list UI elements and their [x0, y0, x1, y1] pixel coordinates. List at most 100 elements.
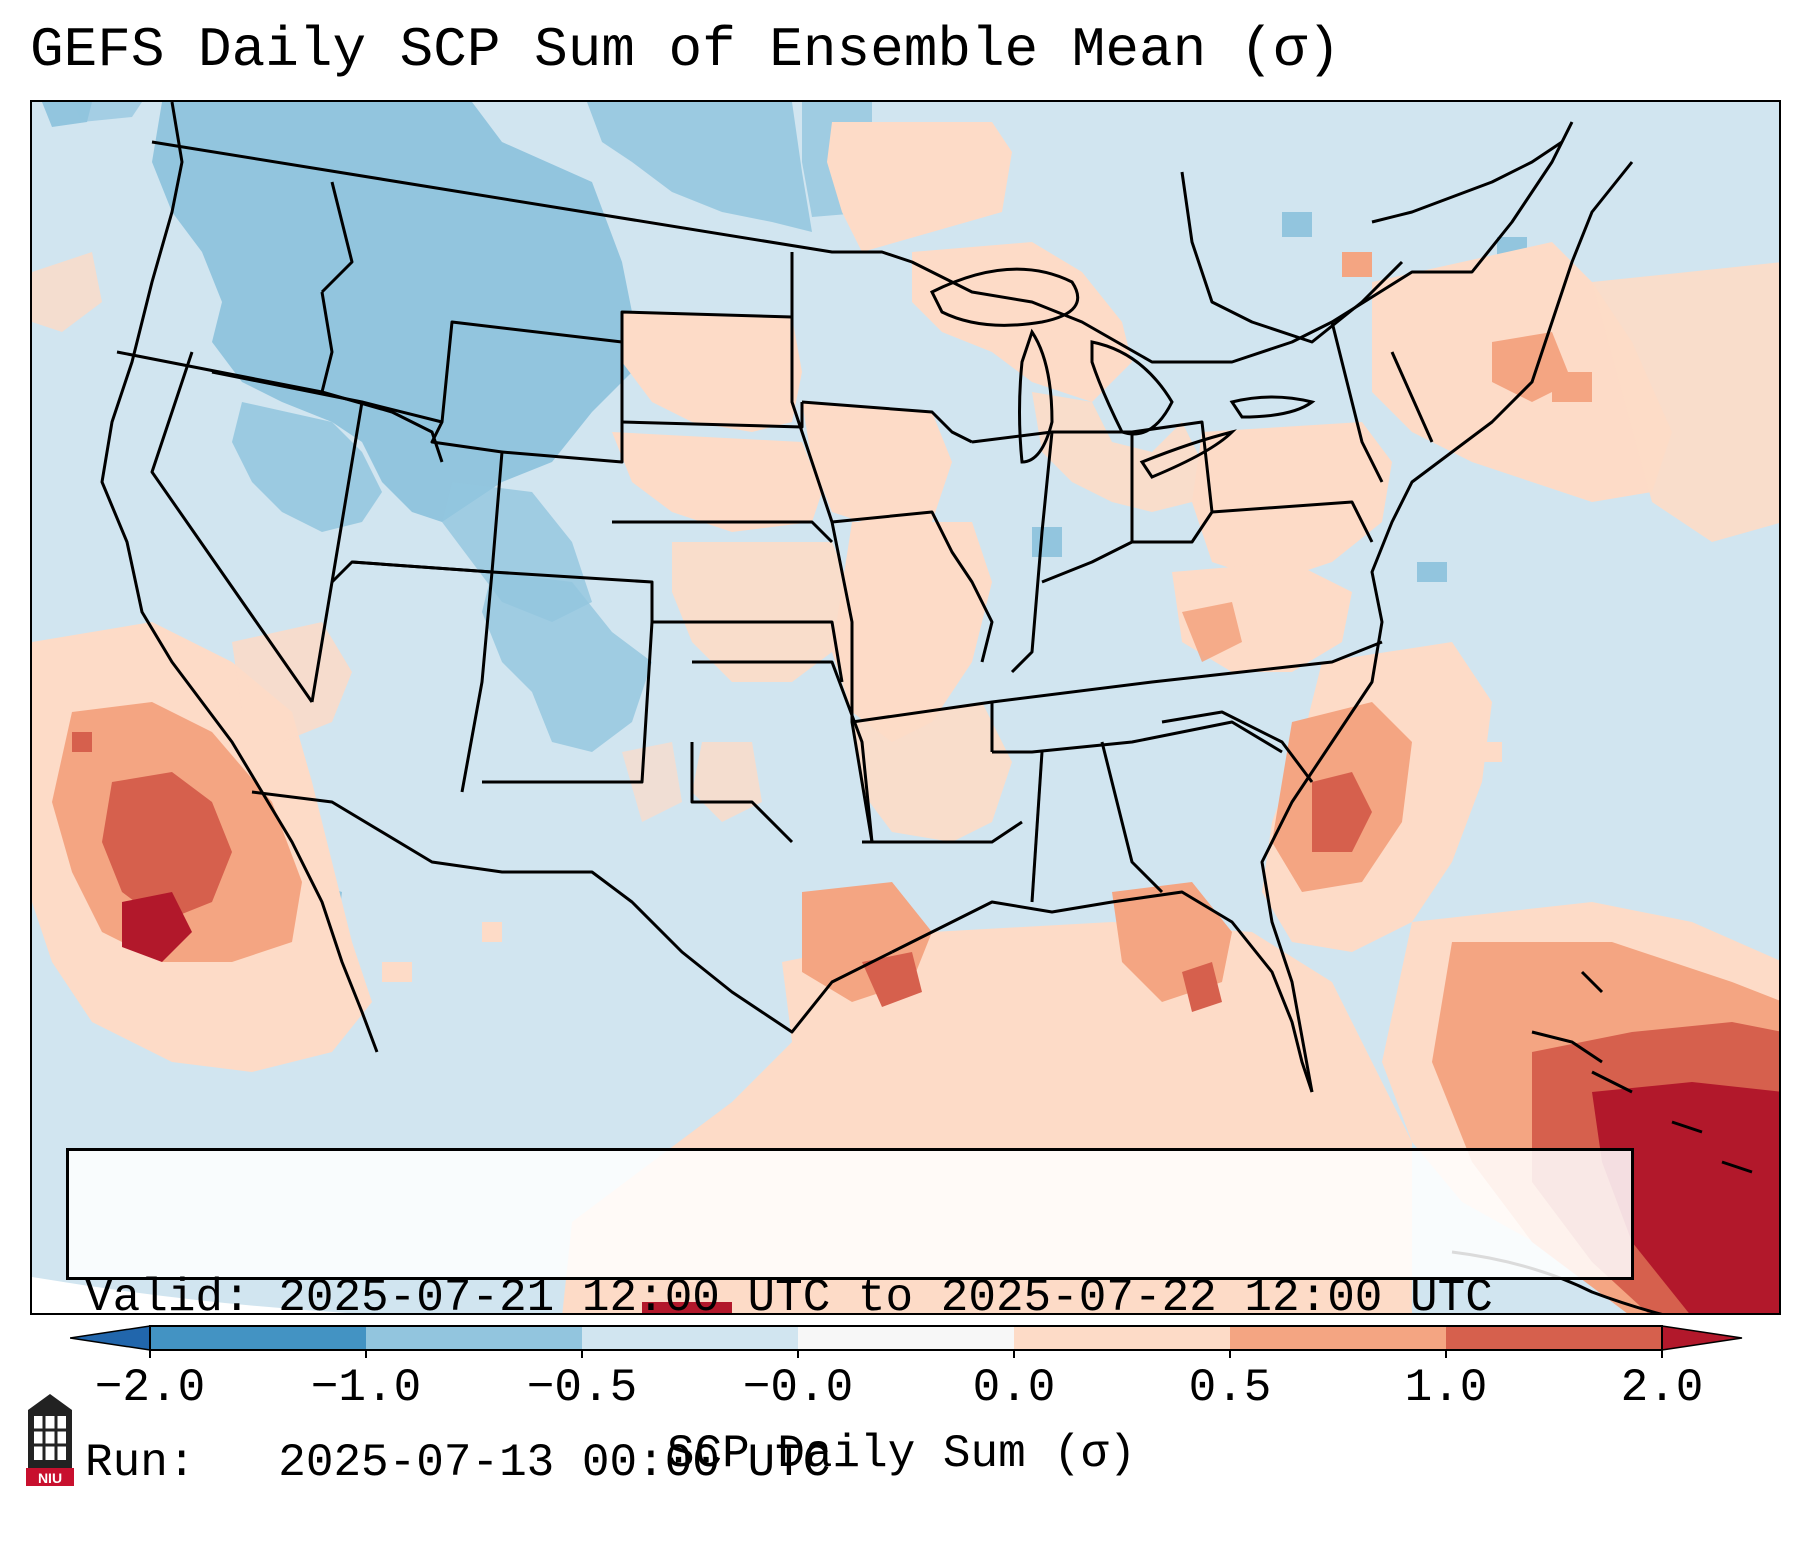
colorbar-bin-4	[798, 1326, 1014, 1350]
patch-bottom-extreme	[642, 1302, 732, 1313]
patch-mexico-small	[382, 962, 412, 982]
colorbar-bin-1	[150, 1326, 366, 1350]
colorbar-bin-7	[1446, 1326, 1662, 1350]
state-line-vt-nh	[1390, 351, 1434, 443]
lake-michigan	[1018, 328, 1054, 464]
state-line-il-in	[971, 430, 1054, 674]
state-line-mo-il	[831, 510, 994, 663]
state-line-ny-vt	[1330, 321, 1384, 483]
lake-ontario	[1229, 395, 1316, 419]
border-gulf-coast	[891, 890, 1314, 1093]
colorbar-outline	[149, 1325, 1663, 1351]
colorbar-tick-label: 0.0	[972, 1362, 1056, 1414]
state-line-tx-red-river	[690, 742, 794, 844]
bahamas-1	[1531, 1030, 1603, 1064]
colorbar-under-triangle	[70, 1325, 151, 1351]
logo-window-frame	[34, 1416, 66, 1460]
patch-atlantic-dark	[1312, 772, 1372, 852]
bahamas-2	[1591, 1070, 1633, 1094]
niu-logo: NIU	[26, 1394, 74, 1486]
lake-erie	[1139, 429, 1237, 479]
validity-info-box: Valid: 2025-07-21 12:00 UTC to 2025-07-2…	[66, 1148, 1634, 1489]
patch-arkansas	[852, 702, 1012, 842]
state-line-ms-al-ga	[992, 720, 1283, 754]
lake-huron	[1090, 340, 1174, 436]
colorbar-bin-2	[366, 1326, 582, 1350]
patch-pacific-nw	[32, 252, 102, 332]
colorbar-tick-label: −1.0	[310, 1362, 422, 1414]
colorbar-axis-label: SCP Daily Sum (σ)	[666, 1428, 1137, 1480]
state-line-sd-ne	[621, 402, 804, 429]
patch-ontario-med	[1342, 252, 1372, 277]
colorbar	[70, 1325, 1743, 1358]
bahamas-4	[1721, 1160, 1753, 1174]
lake-superior	[929, 267, 1080, 327]
run-time-line: Run: 2025-07-13 00:00 UTC	[85, 1437, 831, 1489]
chart-title: GEFS Daily SCP Sum of Ensemble Mean (σ)	[30, 18, 1341, 82]
patch-indiana	[1032, 527, 1062, 557]
border-west-coast	[100, 102, 379, 1053]
border-ontario	[1180, 171, 1404, 344]
colorbar-tick-label: 1.0	[1404, 1362, 1488, 1414]
logo-text: NIU	[38, 1470, 62, 1486]
state-line-nv-east	[211, 370, 364, 703]
patch-ontario	[1282, 212, 1312, 237]
patch-top-left	[72, 102, 142, 122]
patch-atlantic-small	[1417, 562, 1447, 582]
patch-pacific-extreme	[122, 892, 192, 962]
border-us-canada	[151, 121, 1574, 364]
state-line-tn-nc	[991, 640, 1383, 704]
colorbar-tick-label: −0.5	[526, 1362, 638, 1414]
patch-montana-east	[587, 102, 812, 232]
offdomain-corner-left	[32, 1277, 348, 1313]
bahamas-3	[1671, 1120, 1703, 1134]
patch-kansas	[672, 542, 852, 682]
colorbar-ticks	[149, 1350, 1663, 1358]
colorbar-over-triangle	[1661, 1325, 1743, 1351]
state-line-pa-ny	[1211, 500, 1374, 543]
patch-socal	[232, 622, 352, 742]
patch-pacific-dot	[72, 732, 92, 752]
border-us-mexico	[251, 790, 893, 1034]
bahamas-5	[1580, 970, 1604, 994]
colorbar-tick-label: 2.0	[1620, 1362, 1704, 1414]
colorbar-bin-5	[1014, 1326, 1230, 1350]
map-svg	[32, 102, 1779, 1313]
border-atlantic-coast	[1260, 161, 1634, 1093]
colorbar-bin-3	[582, 1326, 798, 1350]
patch-michigan	[1032, 392, 1202, 512]
state-line-wa-id	[320, 181, 354, 294]
patch-south-dakota	[622, 312, 802, 432]
state-line-ia-mn	[801, 400, 973, 444]
patch-missouri	[832, 522, 992, 742]
border-quebec-north	[1371, 140, 1563, 224]
state-line-la-ms	[862, 820, 1023, 844]
caribbean-coast	[1451, 970, 1753, 1313]
positive-anomaly-patches-extreme	[122, 892, 1779, 1313]
patch-caribbean-extreme	[1592, 1082, 1779, 1313]
political-borders	[100, 102, 1634, 1093]
colorbar-tick-label: −0.0	[742, 1362, 854, 1414]
patch-atl-dot	[1472, 742, 1502, 762]
patch-mexico-small2	[482, 922, 502, 942]
state-line-ok-tx	[692, 660, 874, 843]
colorbar-bin-6	[1230, 1326, 1446, 1350]
patch-texas-west	[622, 742, 682, 822]
state-line-ks-ok	[652, 620, 844, 683]
state-line-nv-ca	[150, 351, 314, 703]
patch-canada-lakes	[827, 122, 1012, 252]
patch-atlantic-ne	[1592, 262, 1779, 542]
map-panel	[30, 100, 1781, 1315]
state-line-ne-ks	[612, 520, 834, 544]
colorbar-tick-label: −2.0	[94, 1362, 206, 1414]
state-line-mn-ia-mo	[790, 317, 874, 843]
patch-nova-medium	[1552, 372, 1592, 402]
great-lakes	[929, 267, 1316, 479]
patch-northwest	[152, 102, 642, 522]
patch-nebraska	[612, 432, 822, 532]
state-line-sc	[1161, 710, 1314, 783]
state-line-ms-al	[1030, 751, 1044, 903]
patch-gulf-dark	[862, 952, 922, 1007]
patch-pacific-dark	[102, 772, 232, 922]
patch-colorado	[482, 572, 652, 752]
